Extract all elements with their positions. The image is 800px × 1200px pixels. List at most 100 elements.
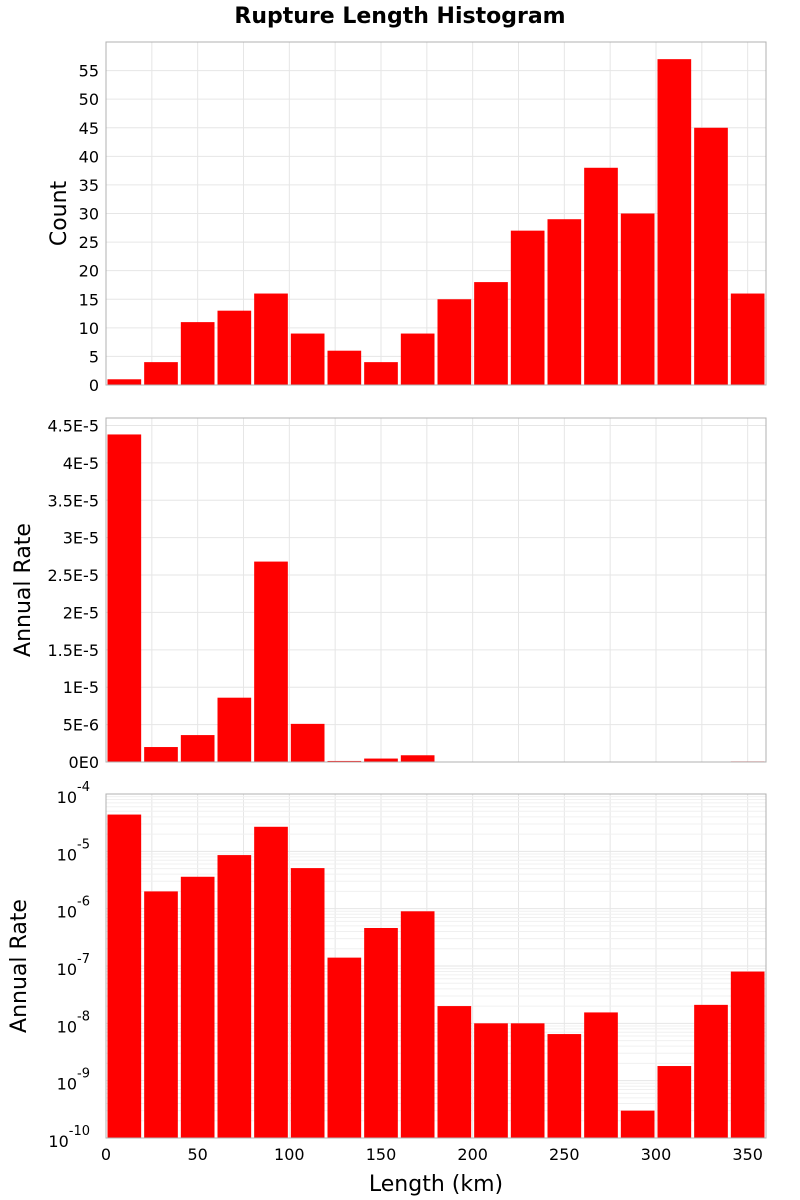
y-tick-label: 55 — [79, 62, 99, 81]
bar — [254, 561, 288, 762]
bar — [400, 755, 435, 762]
bar — [364, 362, 398, 385]
y-tick-label: 2.5E-5 — [47, 566, 99, 585]
bar — [510, 230, 545, 385]
bar — [254, 293, 288, 385]
bar — [547, 1034, 582, 1138]
bar — [144, 362, 178, 385]
y-tick-label: 20 — [79, 262, 99, 281]
bar — [180, 876, 215, 1138]
bar — [107, 379, 142, 385]
y-tick-label: 4.5E-5 — [47, 416, 99, 435]
bar — [107, 434, 142, 762]
bar — [290, 333, 325, 385]
bar — [327, 957, 362, 1138]
y-tick-base: 10 — [57, 845, 77, 864]
y-tick-exponent: -4 — [77, 780, 90, 795]
y-tick-base: 10 — [57, 903, 77, 922]
y-tick-label: 0 — [89, 376, 99, 395]
y-axis-label: Annual Rate — [7, 899, 32, 1033]
y-tick-label: 10-8 — [57, 1009, 90, 1036]
bar — [364, 758, 398, 762]
y-tick-label: 15 — [79, 290, 99, 309]
bar — [584, 1012, 618, 1138]
bar — [400, 333, 435, 385]
bar — [657, 1066, 692, 1138]
y-tick-label: 10-9 — [57, 1067, 90, 1094]
bar — [290, 723, 325, 762]
y-tick-label: 5 — [89, 347, 99, 366]
bar — [254, 826, 288, 1138]
y-tick-exponent: -5 — [77, 837, 90, 852]
bar — [694, 127, 728, 385]
y-tick-exponent: -6 — [77, 895, 90, 910]
chart-panels: 0 5 10 15 20 25 30 35 40 45 50 55 Count 0E0 5E-6 1E-5 1.… — [7, 41, 767, 1197]
bar — [510, 1023, 545, 1138]
y-tick-label: 25 — [79, 233, 99, 252]
y-axis-label: Annual Rate — [11, 523, 36, 657]
bar — [730, 293, 765, 385]
bar — [694, 1004, 728, 1138]
bar — [547, 219, 582, 385]
bar — [327, 350, 362, 385]
y-tick-label: 3.5E-5 — [47, 491, 99, 510]
bar — [620, 213, 655, 385]
y-tick-label: 5E-6 — [63, 716, 99, 735]
bar — [364, 928, 398, 1138]
panel-2: 0E0 5E-6 1E-5 1.5E-5 2E-5 2.5E-5 3E-5 3.5E-5 4E-… — [11, 416, 767, 772]
bar — [437, 1006, 472, 1138]
bar — [144, 747, 178, 762]
y-tick-label: 1E-5 — [63, 678, 99, 697]
bar — [217, 310, 252, 385]
y-axis-label: Count — [47, 180, 72, 246]
y-tick-label: 2E-5 — [63, 603, 99, 622]
x-tick-label: 0 — [101, 1145, 111, 1164]
bar — [400, 911, 435, 1138]
bar — [180, 735, 215, 762]
x-tick-label: 100 — [274, 1145, 305, 1164]
y-tick-base: 10 — [48, 1132, 68, 1151]
y-tick-base: 10 — [57, 960, 77, 979]
x-tick-label: 350 — [732, 1145, 763, 1164]
y-tick-base: 10 — [57, 1075, 77, 1094]
y-tick-label: 35 — [79, 176, 99, 195]
bar — [620, 1110, 655, 1138]
y-tick-label: 50 — [79, 90, 99, 109]
y-tick-label: 45 — [79, 119, 99, 138]
y-tick-exponent: -9 — [77, 1067, 90, 1082]
bar — [730, 971, 765, 1138]
y-tick-label: 10-5 — [57, 837, 90, 864]
bar — [217, 855, 252, 1138]
bar — [290, 868, 325, 1138]
x-axis-label: Length (km) — [369, 1172, 503, 1197]
y-tick-base: 10 — [57, 788, 77, 807]
y-tick-label: 10-7 — [57, 952, 90, 979]
bar — [657, 59, 692, 386]
y-tick-label: 10-10 — [48, 1124, 90, 1151]
x-tick-label: 250 — [549, 1145, 580, 1164]
x-tick-label: 200 — [457, 1145, 488, 1164]
bar — [437, 299, 472, 385]
bar — [584, 167, 618, 385]
x-tick-label: 150 — [366, 1145, 397, 1164]
x-tick-label: 300 — [641, 1145, 672, 1164]
y-tick-exponent: -10 — [69, 1124, 90, 1139]
y-tick-label: 30 — [79, 205, 99, 224]
y-tick-label: 10 — [79, 319, 99, 338]
plot-frame — [105, 793, 767, 1139]
y-tick-label: 10-4 — [57, 780, 90, 807]
y-tick-label: 40 — [79, 147, 99, 166]
plot-frame — [105, 41, 767, 386]
plot-frame — [105, 417, 767, 763]
bar — [327, 760, 362, 762]
bar — [474, 282, 508, 385]
y-tick-label: 3E-5 — [63, 529, 99, 548]
y-tick-label: 0E0 — [69, 753, 99, 772]
y-tick-label: 10-6 — [57, 895, 90, 922]
y-tick-label: 1.5E-5 — [47, 641, 99, 660]
y-tick-exponent: -8 — [77, 1009, 90, 1024]
chart-title: Rupture Length Histogram — [234, 4, 565, 29]
y-tick-exponent: -7 — [77, 952, 90, 967]
